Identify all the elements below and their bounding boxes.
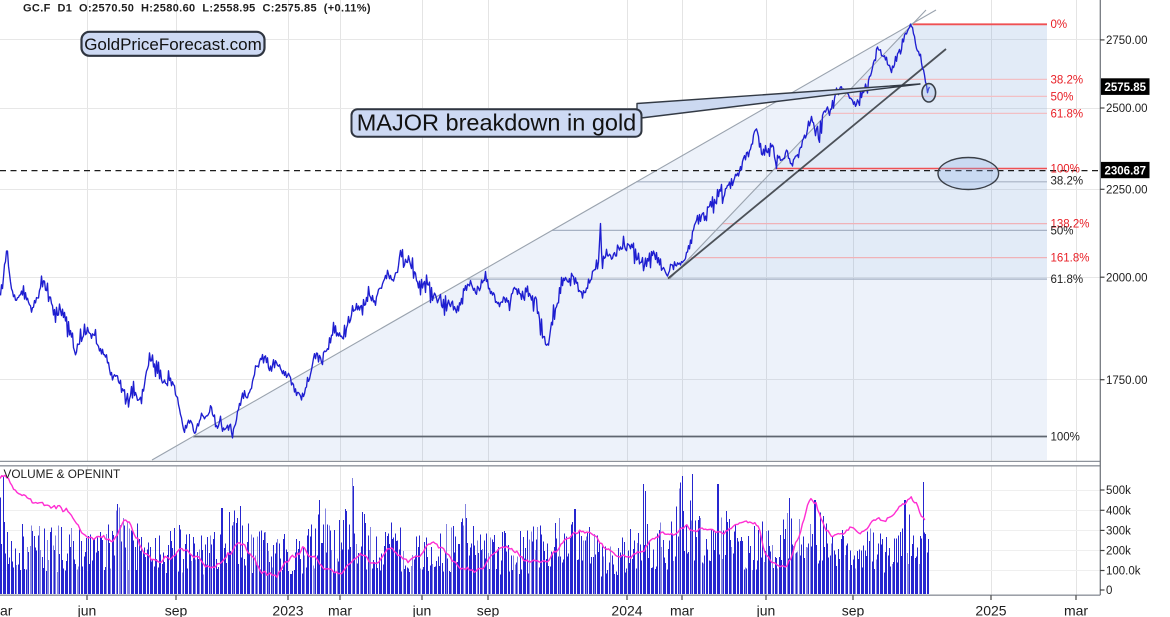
svg-text:ar: ar: [0, 602, 13, 617]
svg-text:sep: sep: [842, 602, 865, 617]
svg-text:300k: 300k: [1106, 526, 1131, 538]
svg-text:200k: 200k: [1106, 546, 1131, 558]
svg-text:mar: mar: [328, 602, 352, 617]
svg-text:jun: jun: [77, 602, 97, 617]
svg-text:138.2%: 138.2%: [1051, 219, 1090, 231]
svg-text:50%: 50%: [1051, 225, 1074, 237]
svg-text:jun: jun: [412, 602, 432, 617]
svg-text:50%: 50%: [1051, 91, 1074, 103]
svg-text:2025: 2025: [975, 602, 1006, 617]
svg-text:38.2%: 38.2%: [1051, 176, 1084, 188]
svg-text:sep: sep: [477, 602, 500, 617]
svg-text:MAJOR breakdown in gold: MAJOR breakdown in gold: [357, 110, 637, 136]
svg-text:1750.00: 1750.00: [1106, 375, 1148, 387]
svg-text:2306.87: 2306.87: [1105, 165, 1147, 177]
svg-text:VOLUME & OPENINT: VOLUME & OPENINT: [4, 467, 121, 481]
svg-text:2500.00: 2500.00: [1106, 103, 1148, 115]
svg-text:2023: 2023: [272, 602, 303, 617]
svg-text:2024: 2024: [611, 602, 642, 617]
svg-text:0%: 0%: [1051, 19, 1068, 31]
svg-text:jun: jun: [756, 602, 776, 617]
svg-text:sep: sep: [165, 602, 188, 617]
svg-text:100.0k: 100.0k: [1106, 566, 1141, 578]
svg-text:mar: mar: [670, 602, 694, 617]
svg-text:161.8%: 161.8%: [1051, 253, 1090, 265]
svg-text:mar: mar: [1064, 602, 1088, 617]
svg-text:0: 0: [1106, 585, 1112, 597]
svg-text:100%: 100%: [1051, 163, 1080, 175]
svg-text:GoldPriceForecast.com: GoldPriceForecast.com: [84, 35, 262, 54]
svg-text:GC.F D1 O:2570.50 H:2580.60: GC.F D1 O:2570.50 H:2580.60 L:2558.95 C:…: [23, 3, 371, 15]
svg-text:2000.00: 2000.00: [1106, 272, 1148, 284]
svg-text:2750.00: 2750.00: [1106, 35, 1148, 47]
svg-text:500k: 500k: [1106, 485, 1131, 497]
svg-text:38.2%: 38.2%: [1051, 74, 1084, 86]
svg-text:400k: 400k: [1106, 505, 1131, 517]
svg-text:100%: 100%: [1051, 431, 1080, 443]
svg-text:2575.85: 2575.85: [1105, 82, 1147, 94]
svg-text:61.8%: 61.8%: [1051, 274, 1084, 286]
svg-text:2250.00: 2250.00: [1106, 184, 1148, 196]
svg-text:61.8%: 61.8%: [1051, 108, 1084, 120]
